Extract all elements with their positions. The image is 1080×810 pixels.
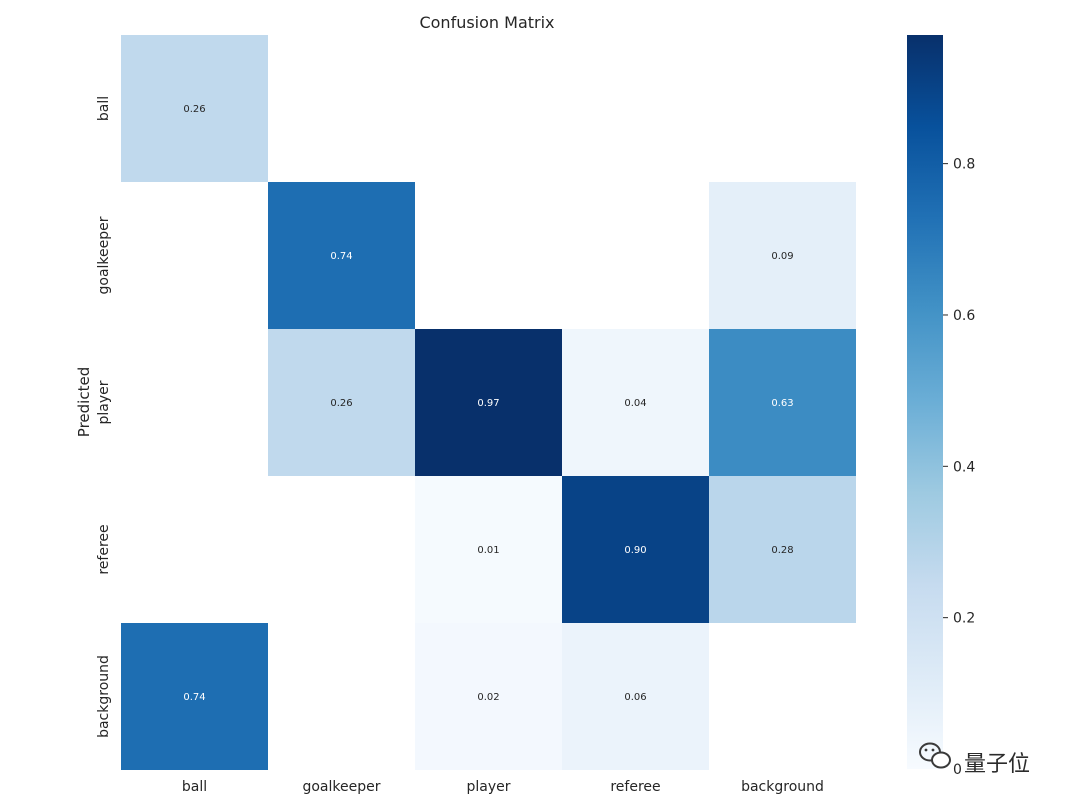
x-tick-label: player: [466, 779, 510, 795]
heatmap-cell: 0.63: [709, 329, 856, 476]
heatmap-cell: 0.04: [562, 329, 709, 476]
colorbar-tick-label: 0.6: [953, 308, 975, 324]
x-tick-label: referee: [610, 779, 660, 795]
heatmap-cell-label: 0.09: [771, 251, 793, 262]
heatmap-cell-rect: [415, 476, 562, 623]
colorbar-tick-label: 0.8: [953, 157, 975, 173]
heatmap-cell-label: 0.26: [330, 398, 352, 409]
heatmap-cell-rect: [562, 476, 709, 623]
heatmap-cell-label: 0.02: [477, 692, 499, 703]
heatmap-cell-rect: [709, 329, 856, 476]
heatmap-cell-rect: [709, 476, 856, 623]
y-axis-label: Predicted: [75, 367, 93, 437]
heatmap-cell-label: 0.01: [477, 545, 499, 556]
heatmap-cell: 0.26: [121, 35, 268, 182]
heatmap-cell-rect: [121, 35, 268, 182]
heatmap-cell-rect: [268, 182, 415, 329]
watermark-text: 量子位: [964, 752, 1030, 777]
heatmap-cell: 0.97: [415, 329, 562, 476]
heatmap-cell-label: 0.28: [771, 545, 793, 556]
colorbar-bottom-label: 0: [953, 762, 962, 778]
chart-title: Confusion Matrix: [419, 13, 554, 32]
heatmap-cell-label: 0.63: [771, 398, 793, 409]
x-tick-label: background: [741, 779, 824, 795]
heatmap-cell-label: 0.04: [624, 398, 646, 409]
heatmap-cell-rect: [268, 329, 415, 476]
heatmap-cell-label: 0.90: [624, 545, 646, 556]
heatmap-cell-label: 0.26: [183, 104, 205, 115]
heatmap-cell-rect: [415, 329, 562, 476]
heatmap-cell-label: 0.74: [330, 251, 352, 262]
y-tick-label: player: [96, 380, 112, 424]
y-tick-label: referee: [96, 524, 112, 574]
heatmap-cell: 0.02: [415, 623, 562, 770]
heatmap-cell-rect: [562, 329, 709, 476]
colorbar: [907, 35, 943, 769]
heatmap-cell: 0.01: [415, 476, 562, 623]
y-tick-label: background: [96, 655, 112, 738]
heatmap-cell-label: 0.06: [624, 692, 646, 703]
y-axis-ticks: ball goalkeeper player referee background: [96, 96, 112, 738]
heatmap-cell-label: 0.74: [183, 692, 205, 703]
heatmap-cell: 0.09: [709, 182, 856, 329]
heatmap-cell: 0.06: [562, 623, 709, 770]
heatmap-cell-rect: [709, 182, 856, 329]
x-tick-label: ball: [182, 779, 207, 795]
heatmap-cell: 0.74: [121, 623, 268, 770]
heatmap-cell: 0.28: [709, 476, 856, 623]
heatmap-cell-rect: [562, 623, 709, 770]
heatmap-cell-rect: [121, 623, 268, 770]
x-axis-ticks: ball goalkeeper player referee background: [182, 779, 824, 795]
heatmap-cell-label: 0.97: [477, 398, 499, 409]
x-tick-label: goalkeeper: [302, 779, 380, 795]
heatmap-cell-rect: [415, 623, 562, 770]
wechat-icon: [919, 742, 951, 769]
heatmap-cell: 0.74: [268, 182, 415, 329]
heatmap-cell: 0.90: [562, 476, 709, 623]
colorbar-tick-label: 0.2: [953, 611, 975, 627]
colorbar-tick-label: 0.4: [953, 459, 975, 475]
watermark: 量子位: [919, 742, 1030, 777]
y-tick-label: goalkeeper: [96, 216, 112, 294]
colorbar-ticks: 0.2 0.4 0.6 0.8 0: [943, 157, 975, 778]
heatmap-cell: 0.26: [268, 329, 415, 476]
y-tick-label: ball: [96, 96, 112, 121]
heatmap-cells: 0.26 0.74 0.09 0.26 0.97 0.04 0.63 0.01 0.90 0.28…: [121, 35, 856, 770]
